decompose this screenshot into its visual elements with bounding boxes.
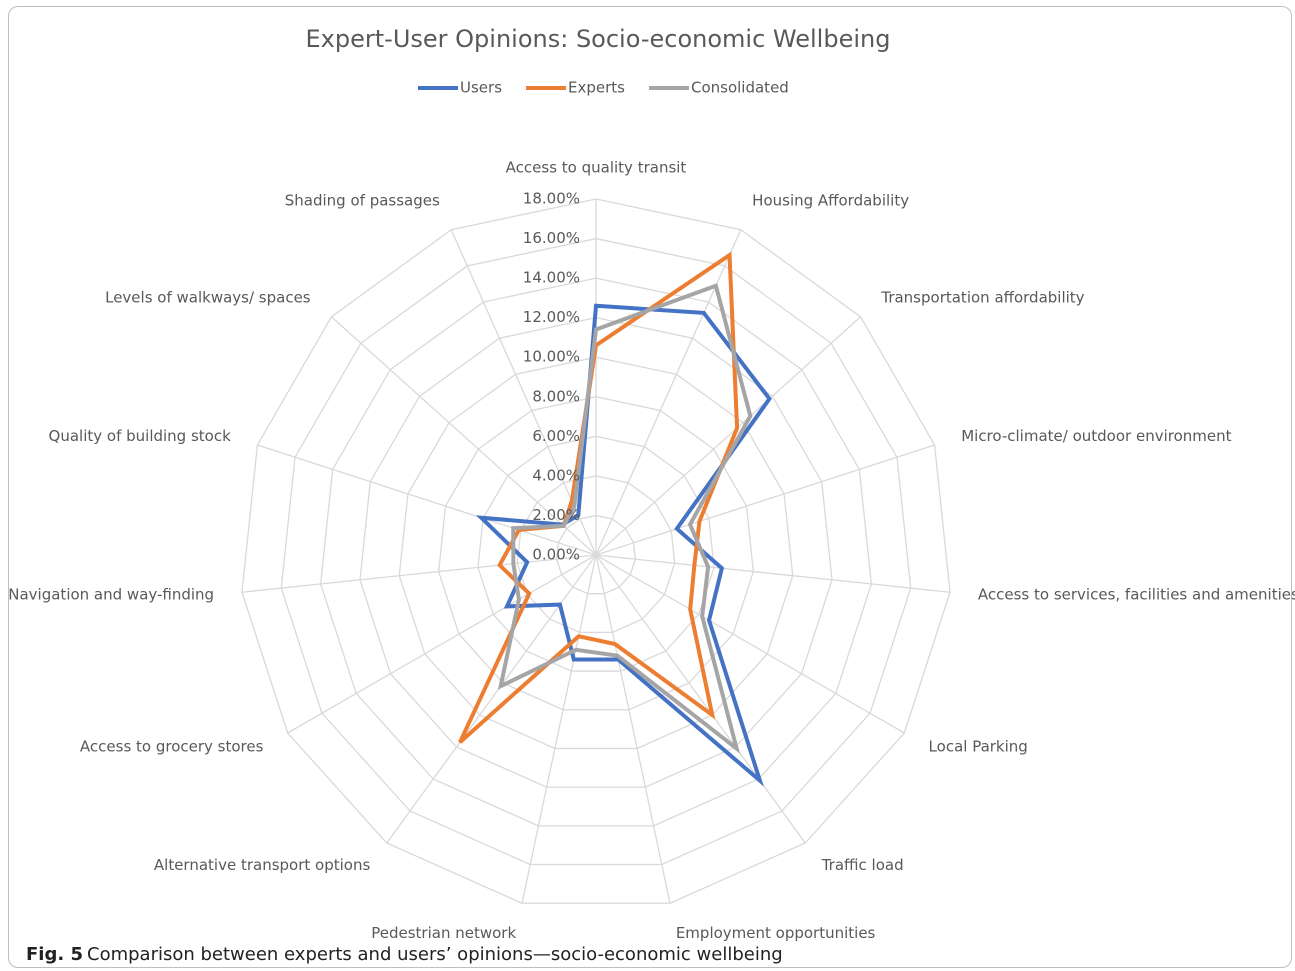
category-label: Shading of passages <box>285 192 440 210</box>
grid-ring <box>437 396 755 711</box>
category-label: Access to quality transit <box>506 159 687 177</box>
grid-ring <box>319 277 873 827</box>
category-label: Access to services, facilities and ameni… <box>978 586 1295 604</box>
spoke <box>595 554 905 734</box>
grid-ring <box>398 356 794 750</box>
grid-ring <box>241 198 951 904</box>
category-label: Employment opportunities <box>676 924 876 942</box>
category-label: Levels of walkways/ spaces <box>105 289 311 307</box>
y-tick-label: 14.00% <box>523 269 580 287</box>
grid-ring <box>280 237 912 866</box>
spoke <box>521 554 597 904</box>
caption-label: Fig. 5 <box>26 944 83 965</box>
spoke <box>386 554 597 844</box>
category-label: Pedestrian network <box>371 924 516 942</box>
category-label: Quality of building stock <box>49 427 232 445</box>
y-tick-label: 2.00% <box>532 506 580 524</box>
grid-ring <box>477 435 715 672</box>
category-label: Navigation and way-finding <box>8 586 214 604</box>
category-label: Transportation affordability <box>880 289 1084 307</box>
grid-ring <box>516 475 676 634</box>
spoke <box>595 316 861 556</box>
series-line <box>497 283 753 754</box>
category-label: Traffic load <box>821 856 904 874</box>
y-tick-label: 0.00% <box>532 546 580 564</box>
spoke <box>595 229 742 556</box>
grid-ring <box>556 514 636 595</box>
y-tick-label: 12.00% <box>523 308 580 326</box>
spoke <box>257 444 597 556</box>
y-tick-label: 16.00% <box>523 229 580 247</box>
y-tick-label: 10.00% <box>523 348 580 366</box>
category-label: Housing Affordability <box>752 192 909 210</box>
y-tick-label: 18.00% <box>523 190 580 208</box>
frame <box>8 6 1292 968</box>
spoke <box>595 554 951 593</box>
category-label: Access to grocery stores <box>80 738 264 756</box>
spoke <box>595 554 806 844</box>
caption: Comparison between experts and users’ op… <box>87 944 783 965</box>
legend-label: Consolidated <box>691 79 789 97</box>
legend-label: Users <box>460 79 502 97</box>
y-tick-label: 4.00% <box>532 466 580 484</box>
y-tick-label: 6.00% <box>532 427 580 445</box>
chart-title: Expert-User Opinions: Socio-economic Wel… <box>306 25 891 53</box>
spoke <box>287 554 597 734</box>
category-label: Micro-climate/ outdoor environment <box>961 427 1231 445</box>
spoke <box>331 316 597 556</box>
y-tick-label: 8.00% <box>532 387 580 405</box>
category-label: Alternative transport options <box>154 856 371 874</box>
spoke <box>595 444 935 556</box>
legend-label: Experts <box>568 79 625 97</box>
spoke <box>595 554 671 904</box>
category-label: Local Parking <box>929 738 1028 756</box>
grid-ring <box>359 317 833 788</box>
spoke <box>241 554 597 593</box>
